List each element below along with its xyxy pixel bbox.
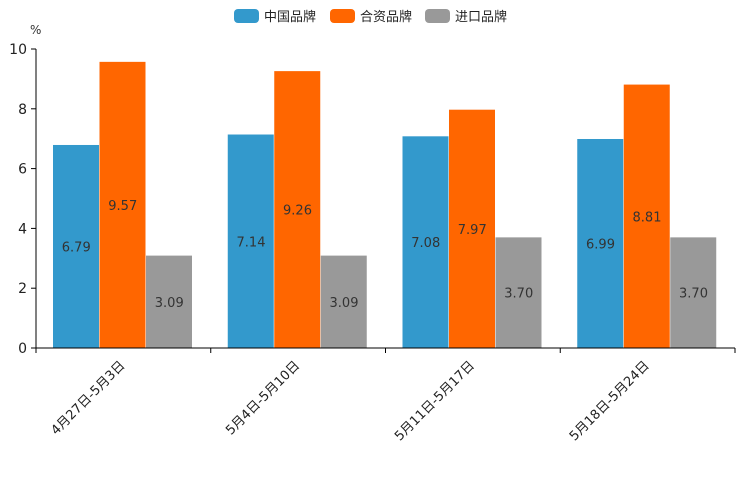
x-axis: 4月27日-5月3日 5月4日-5月10日 5月11日-5月17日 5月18日-5月2… <box>35 347 736 444</box>
y-tick-label: 2 <box>18 281 27 297</box>
bar[interactable] <box>146 255 192 348</box>
bar[interactable] <box>274 71 321 348</box>
bar-value-label: 8.81 <box>633 210 662 225</box>
x-category-label: 5月11日-5月17日 <box>392 358 478 444</box>
bar[interactable] <box>449 109 495 349</box>
bar-value-label: 7.97 <box>458 223 487 238</box>
bar[interactable] <box>670 237 717 348</box>
bar-value-label: 6.99 <box>586 237 615 252</box>
bar-value-label: 9.57 <box>108 199 137 214</box>
y-tick-label: 6 <box>18 162 27 178</box>
y-tick-label: 4 <box>18 221 27 237</box>
y-axis-unit-label: % <box>30 23 41 37</box>
bar[interactable] <box>227 134 274 348</box>
y-tick-label: 10 <box>9 42 27 58</box>
bar-value-label: 3.70 <box>679 287 708 302</box>
bar-value-label: 3.09 <box>155 296 184 311</box>
y-tick-label: 8 <box>18 102 27 118</box>
bar[interactable] <box>402 136 449 348</box>
legend-swatch[interactable] <box>425 9 450 23</box>
legend-label[interactable]: 中国品牌 <box>264 9 316 25</box>
bar[interactable] <box>495 237 542 348</box>
legend-swatch[interactable] <box>330 9 355 23</box>
bar[interactable] <box>577 138 624 348</box>
bar[interactable] <box>320 255 367 348</box>
bar-value-label: 3.70 <box>504 287 533 302</box>
bar-value-label: 7.14 <box>237 235 266 250</box>
bars-group: 6.79 9.57 3.09 7.14 9.26 3.09 7.08 7.97 3.70 6.99… <box>53 61 717 349</box>
bar[interactable] <box>53 144 99 348</box>
bar[interactable] <box>623 84 670 349</box>
legend: 中国品牌 合资品牌 进口品牌 <box>234 9 507 25</box>
legend-swatch[interactable] <box>234 9 259 23</box>
bar-value-label: 6.79 <box>62 240 91 255</box>
x-category-label: 5月18日-5月24日 <box>567 358 653 444</box>
legend-label[interactable]: 合资品牌 <box>360 9 412 25</box>
legend-label[interactable]: 进口品牌 <box>455 9 507 25</box>
bar-value-label: 9.26 <box>283 204 312 219</box>
bar-value-label: 3.09 <box>330 296 359 311</box>
y-axis: 0 2 4 6 8 10 <box>9 42 37 357</box>
x-category-label: 5月4日-5月10日 <box>223 358 303 438</box>
bar-value-label: 7.08 <box>411 236 440 251</box>
y-tick-label: 0 <box>18 341 27 357</box>
x-category-label: 4月27日-5月3日 <box>48 358 128 438</box>
bar[interactable] <box>99 61 146 349</box>
